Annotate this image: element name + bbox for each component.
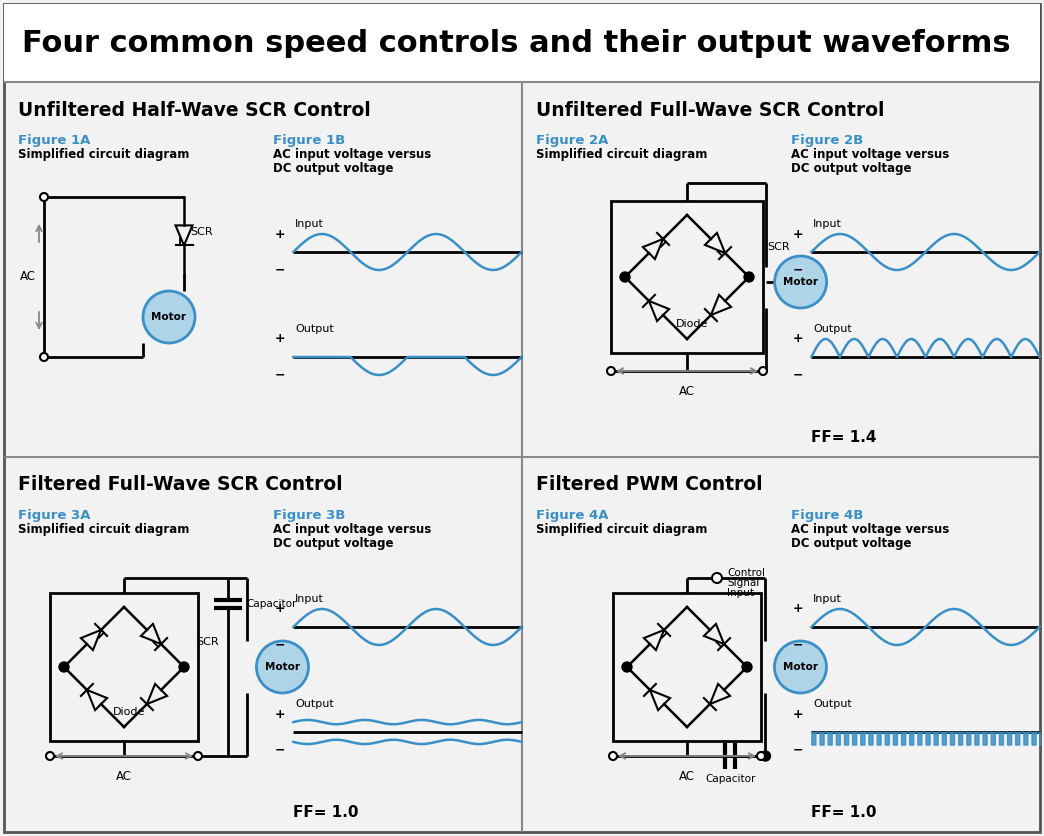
Text: Input: Input xyxy=(295,219,325,229)
Circle shape xyxy=(744,272,754,282)
Text: −: − xyxy=(275,369,285,381)
Circle shape xyxy=(609,752,617,760)
Text: DC output voltage: DC output voltage xyxy=(274,162,394,175)
Text: AC: AC xyxy=(679,385,695,398)
Circle shape xyxy=(194,752,201,760)
Circle shape xyxy=(60,662,69,672)
Text: Figure 3B: Figure 3B xyxy=(274,509,346,522)
Text: Output: Output xyxy=(295,699,334,709)
Circle shape xyxy=(179,662,189,672)
Text: Control: Control xyxy=(727,568,765,578)
Text: −: − xyxy=(792,743,804,757)
Circle shape xyxy=(712,573,722,583)
Text: Motor: Motor xyxy=(783,277,818,287)
Text: Input: Input xyxy=(813,594,843,604)
Text: −: − xyxy=(792,263,804,277)
Text: −: − xyxy=(275,743,285,757)
Text: −: − xyxy=(792,639,804,651)
Circle shape xyxy=(622,662,632,672)
Text: Simplified circuit diagram: Simplified circuit diagram xyxy=(18,148,189,161)
Text: AC input voltage versus: AC input voltage versus xyxy=(791,148,950,161)
Text: AC input voltage versus: AC input voltage versus xyxy=(791,523,950,536)
Text: Figure 4B: Figure 4B xyxy=(791,509,863,522)
Text: Figure 3A: Figure 3A xyxy=(18,509,91,522)
Text: AC input voltage versus: AC input voltage versus xyxy=(274,523,431,536)
Text: Output: Output xyxy=(813,699,852,709)
Text: Motor: Motor xyxy=(783,662,817,672)
Text: Signal: Signal xyxy=(727,578,759,588)
Circle shape xyxy=(257,641,308,693)
Circle shape xyxy=(775,256,827,308)
Text: AC: AC xyxy=(20,271,35,283)
Text: Figure 2B: Figure 2B xyxy=(791,134,863,147)
Text: −: − xyxy=(275,263,285,277)
Text: +: + xyxy=(275,707,285,721)
Text: Input: Input xyxy=(727,588,754,598)
Text: SCR: SCR xyxy=(767,242,789,252)
Circle shape xyxy=(759,367,767,375)
Bar xyxy=(50,593,198,741)
Text: Figure 2A: Figure 2A xyxy=(536,134,609,147)
Text: Input: Input xyxy=(295,594,325,604)
Circle shape xyxy=(143,291,195,343)
Text: Figure 1A: Figure 1A xyxy=(18,134,91,147)
Circle shape xyxy=(40,353,48,361)
Text: DC output voltage: DC output voltage xyxy=(791,162,911,175)
Text: AC input voltage versus: AC input voltage versus xyxy=(274,148,431,161)
Text: FF= 1.0: FF= 1.0 xyxy=(293,805,359,820)
Text: FF= 1.4: FF= 1.4 xyxy=(811,430,877,445)
Circle shape xyxy=(775,641,827,693)
Text: +: + xyxy=(792,603,804,615)
Text: AC: AC xyxy=(679,770,695,783)
Text: Diode: Diode xyxy=(113,707,145,717)
Text: −: − xyxy=(275,639,285,651)
Text: Unfiltered Half-Wave SCR Control: Unfiltered Half-Wave SCR Control xyxy=(18,100,371,120)
Text: Motor: Motor xyxy=(151,312,187,322)
Text: Input: Input xyxy=(813,219,843,229)
Text: Diode: Diode xyxy=(675,319,708,329)
Bar xyxy=(613,593,761,741)
Circle shape xyxy=(757,752,765,760)
Text: +: + xyxy=(275,603,285,615)
Text: DC output voltage: DC output voltage xyxy=(791,537,911,550)
Text: Figure 1B: Figure 1B xyxy=(274,134,346,147)
Text: +: + xyxy=(792,707,804,721)
Text: Motor: Motor xyxy=(265,662,300,672)
Text: Output: Output xyxy=(295,324,334,334)
Circle shape xyxy=(742,662,752,672)
Text: Filtered PWM Control: Filtered PWM Control xyxy=(536,476,762,495)
Text: Figure 4A: Figure 4A xyxy=(536,509,609,522)
Text: +: + xyxy=(275,227,285,241)
Text: Four common speed controls and their output waveforms: Four common speed controls and their out… xyxy=(22,28,1011,58)
Text: Output: Output xyxy=(813,324,852,334)
Text: −: − xyxy=(792,369,804,381)
Circle shape xyxy=(760,751,770,761)
Text: SCR: SCR xyxy=(190,227,213,237)
Bar xyxy=(4,4,1040,82)
Text: AC: AC xyxy=(116,770,132,783)
Bar xyxy=(611,201,763,353)
Circle shape xyxy=(607,367,615,375)
Text: SCR: SCR xyxy=(196,637,218,647)
Text: +: + xyxy=(275,333,285,345)
Text: Simplified circuit diagram: Simplified circuit diagram xyxy=(536,148,708,161)
Text: DC output voltage: DC output voltage xyxy=(274,537,394,550)
Text: FF= 1.0: FF= 1.0 xyxy=(811,805,877,820)
Text: Capacitor: Capacitor xyxy=(705,774,756,784)
Circle shape xyxy=(40,193,48,201)
Text: +: + xyxy=(792,227,804,241)
Text: Unfiltered Full-Wave SCR Control: Unfiltered Full-Wave SCR Control xyxy=(536,100,884,120)
Text: Simplified circuit diagram: Simplified circuit diagram xyxy=(18,523,189,536)
Text: Simplified circuit diagram: Simplified circuit diagram xyxy=(536,523,708,536)
Text: Filtered Full-Wave SCR Control: Filtered Full-Wave SCR Control xyxy=(18,476,342,495)
Circle shape xyxy=(620,272,630,282)
Circle shape xyxy=(46,752,54,760)
Text: +: + xyxy=(792,333,804,345)
Text: Capacitor: Capacitor xyxy=(246,599,296,609)
